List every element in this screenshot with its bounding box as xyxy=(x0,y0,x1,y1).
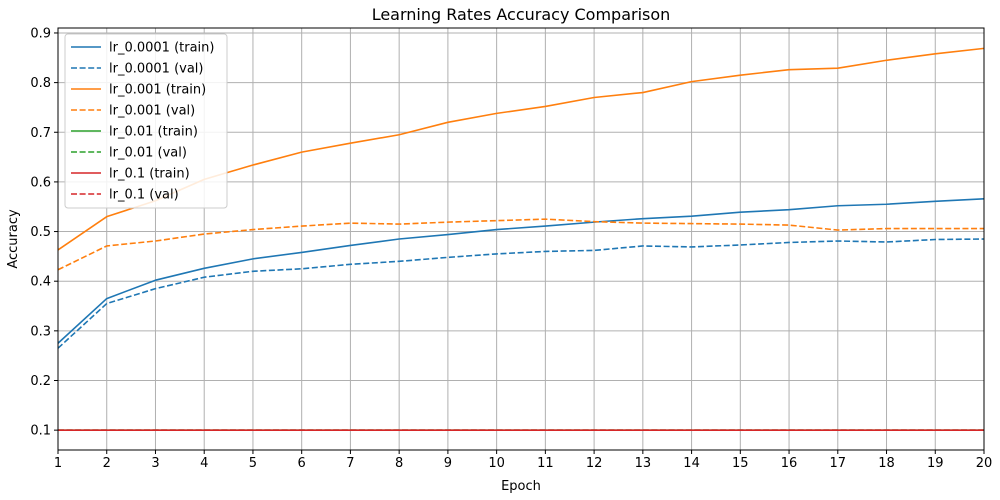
x-tick-label: 4 xyxy=(200,456,208,471)
legend: lr_0.0001 (train) lr_0.0001 (val) lr_0.001… xyxy=(64,33,228,209)
x-tick-label: 11 xyxy=(537,456,554,471)
y-axis: 0.1 0.2 0.3 0.4 0.5 0.6 0.7 0.8 0.9 xyxy=(30,26,58,439)
x-tick-label: 19 xyxy=(927,456,944,471)
x-tick-label: 3 xyxy=(151,456,159,471)
legend-label: lr_0.1 (train) xyxy=(109,167,190,182)
legend-label: lr_0.0001 (train) xyxy=(109,41,214,56)
x-tick-label: 12 xyxy=(586,456,603,471)
legend-label: lr_0.0001 (val) xyxy=(109,62,204,77)
chart-title: Learning Rates Accuracy Comparison xyxy=(372,5,671,24)
series-line-1 xyxy=(57,238,985,349)
y-tick-label: 0.9 xyxy=(30,26,51,41)
x-axis: 1 2 3 4 5 6 7 8 9 10 11 12 13 14 15 16 17 18 19 20 xyxy=(54,450,992,471)
x-tick-label: 17 xyxy=(830,456,847,471)
x-tick-label: 2 xyxy=(103,456,111,471)
x-tick-label: 6 xyxy=(298,456,306,471)
x-axis-label: Epoch xyxy=(501,479,541,494)
x-tick-label: 8 xyxy=(395,456,403,471)
y-tick-label: 0.4 xyxy=(30,275,51,290)
x-tick-label: 16 xyxy=(781,456,798,471)
y-tick-label: 0.6 xyxy=(30,175,51,190)
y-tick-label: 0.5 xyxy=(30,225,51,240)
y-tick-label: 0.3 xyxy=(30,324,51,339)
x-tick-label: 1 xyxy=(54,456,62,471)
series-line-0 xyxy=(57,197,985,344)
grid xyxy=(57,28,985,450)
x-tick-label: 15 xyxy=(732,456,749,471)
x-tick-label: 18 xyxy=(878,456,895,471)
series-line-3 xyxy=(57,218,984,271)
legend-label: lr_0.001 (val) xyxy=(109,104,195,119)
x-tick-label: 9 xyxy=(444,456,452,471)
legend-label: lr_0.01 (val) xyxy=(109,146,187,161)
legend-box xyxy=(64,33,228,209)
x-tick-label: 10 xyxy=(488,456,505,471)
y-tick-label: 0.1 xyxy=(30,424,51,439)
legend-label: lr_0.001 (train) xyxy=(109,83,206,98)
x-tick-label: 14 xyxy=(683,456,700,471)
legend-label: lr_0.1 (val) xyxy=(109,188,179,203)
y-tick-label: 0.7 xyxy=(30,126,51,141)
plot-frame xyxy=(57,27,985,451)
legend-label: lr_0.01 (train) xyxy=(109,125,198,140)
y-tick-label: 0.2 xyxy=(30,374,51,389)
y-axis-label: Accuracy xyxy=(6,209,21,269)
y-tick-label: 0.8 xyxy=(30,76,51,91)
x-tick-label: 7 xyxy=(346,456,354,471)
x-tick-label: 5 xyxy=(249,456,257,471)
x-tick-label: 13 xyxy=(635,456,652,471)
x-tick-label: 20 xyxy=(976,456,993,471)
